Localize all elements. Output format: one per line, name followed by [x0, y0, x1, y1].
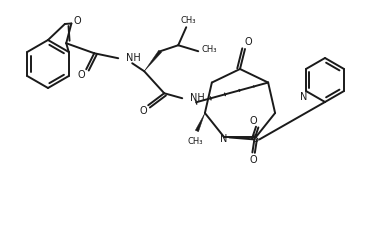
Text: O: O [250, 155, 257, 165]
Text: CH₃: CH₃ [187, 136, 203, 145]
Text: CH₃: CH₃ [181, 16, 196, 25]
Text: NH: NH [126, 53, 141, 63]
Text: N: N [300, 92, 308, 101]
Polygon shape [144, 51, 161, 72]
Text: S: S [252, 134, 258, 144]
Text: N: N [220, 134, 227, 144]
Text: NH: NH [190, 93, 205, 103]
Text: O: O [139, 106, 147, 116]
Text: O: O [244, 37, 252, 47]
Text: O: O [77, 70, 85, 80]
Text: O: O [73, 16, 81, 26]
Text: CH₃: CH₃ [201, 44, 217, 54]
Text: O: O [250, 116, 257, 126]
Polygon shape [195, 114, 205, 132]
